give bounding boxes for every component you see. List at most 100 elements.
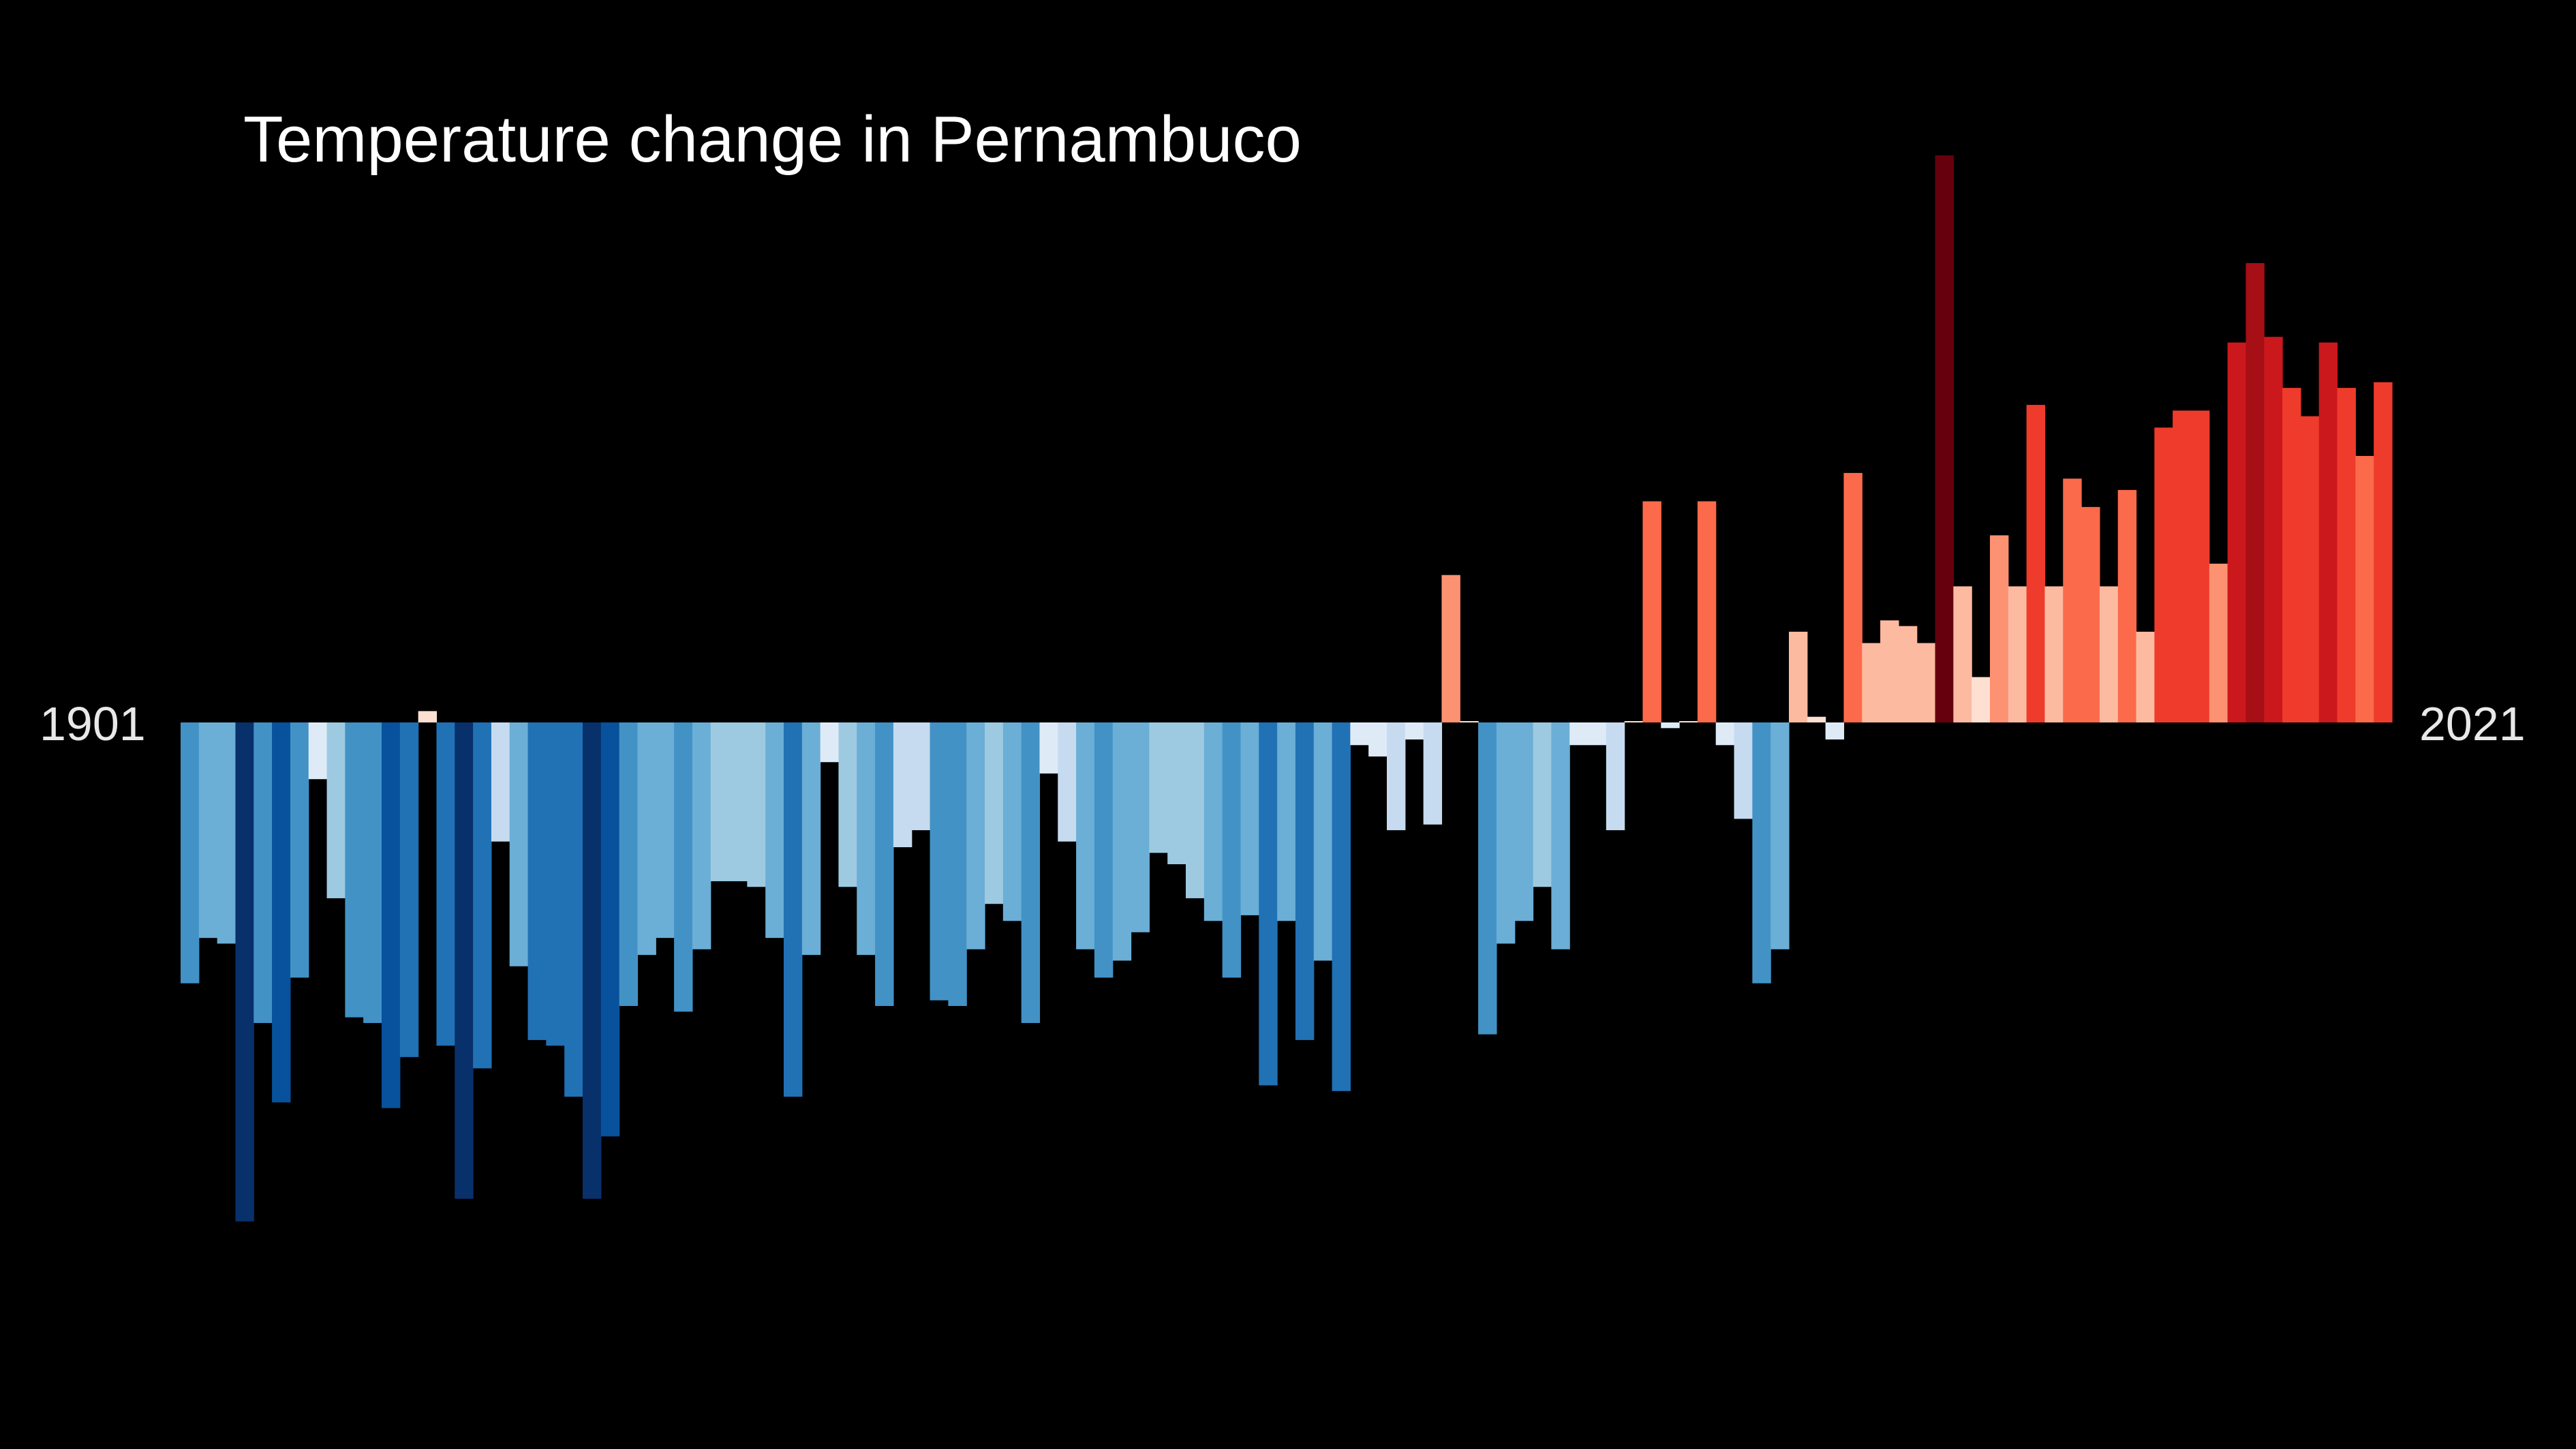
bar-1936 <box>820 722 840 763</box>
bar-2009 <box>2154 427 2173 722</box>
bar-1944 <box>966 722 985 949</box>
bar-1940 <box>893 722 913 848</box>
bar-1967 <box>1387 722 1406 831</box>
bar-2011 <box>2191 410 2210 722</box>
bar-2008 <box>2136 631 2155 722</box>
bar-1912 <box>382 722 401 1108</box>
bar-1911 <box>363 722 382 1023</box>
bar-1965 <box>1350 722 1369 746</box>
bar-1919 <box>509 722 529 966</box>
bar-1975 <box>1533 722 1552 887</box>
bar-1994 <box>1880 620 1899 722</box>
bar-1979 <box>1606 722 1625 831</box>
bar-2003 <box>2044 586 2064 722</box>
start-year-label: 1901 <box>40 697 146 750</box>
bar-1961 <box>1277 722 1296 921</box>
bar-1976 <box>1551 722 1570 949</box>
bar-1953 <box>1131 722 1150 932</box>
bar-1906 <box>272 722 291 1103</box>
bar-1969 <box>1423 722 1443 825</box>
bar-1987 <box>1752 722 1771 983</box>
bar-1998 <box>1953 586 1972 722</box>
bar-1991 <box>1825 722 1845 739</box>
bar-1945 <box>985 722 1004 904</box>
bar-2013 <box>2227 342 2247 722</box>
bar-1968 <box>1405 722 1424 739</box>
bar-1935 <box>801 722 821 956</box>
bar-1927 <box>656 722 675 939</box>
bar-1952 <box>1112 722 1132 961</box>
bar-1921 <box>546 722 565 1046</box>
bar-1910 <box>345 722 364 1018</box>
bar-1932 <box>747 722 766 887</box>
bar-1980 <box>1624 721 1644 722</box>
bar-1903 <box>217 722 236 944</box>
bar-1907 <box>290 722 309 978</box>
bar-1970 <box>1441 575 1460 722</box>
bar-2019 <box>2337 388 2356 722</box>
bar-1988 <box>1770 722 1790 949</box>
bar-1958 <box>1222 722 1242 978</box>
bar-1951 <box>1094 722 1114 978</box>
bar-1981 <box>1642 501 1661 722</box>
bar-1916 <box>455 722 474 1199</box>
bar-1909 <box>326 722 346 898</box>
bar-1992 <box>1843 472 1862 722</box>
bar-2004 <box>2063 478 2082 722</box>
bar-1985 <box>1715 722 1735 746</box>
bar-1959 <box>1240 722 1259 915</box>
bar-1947 <box>1021 722 1041 1023</box>
bar-1996 <box>1916 643 1936 722</box>
bar-1933 <box>765 722 784 939</box>
bar-1948 <box>1039 722 1058 774</box>
bar-1956 <box>1186 722 1205 898</box>
bar-1941 <box>911 722 931 831</box>
bar-1986 <box>1734 722 1753 819</box>
bar-1962 <box>1295 722 1315 1040</box>
bar-1930 <box>710 722 730 881</box>
bar-1917 <box>473 722 492 1069</box>
bar-1990 <box>1807 716 1826 722</box>
bar-1914 <box>418 711 438 722</box>
bar-1971 <box>1460 721 1479 722</box>
bar-1918 <box>491 722 510 842</box>
bar-1915 <box>436 722 455 1046</box>
bar-1983 <box>1679 721 1698 722</box>
bar-2015 <box>2264 337 2283 722</box>
bar-2018 <box>2318 342 2338 722</box>
bar-2020 <box>2355 455 2374 722</box>
bar-1902 <box>198 722 218 939</box>
bar-1955 <box>1167 722 1186 864</box>
bar-2006 <box>2099 586 2119 722</box>
bar-1949 <box>1058 722 1077 842</box>
bar-1963 <box>1313 722 1333 961</box>
bar-2005 <box>2081 506 2100 722</box>
bar-1982 <box>1661 722 1680 729</box>
bar-1908 <box>308 722 328 780</box>
bar-1974 <box>1514 722 1534 921</box>
bar-1995 <box>1898 626 1918 722</box>
bar-1901 <box>181 722 200 983</box>
bar-1938 <box>857 722 876 956</box>
bar-1966 <box>1368 722 1387 757</box>
bar-1934 <box>784 722 803 1097</box>
bar-1984 <box>1697 501 1717 722</box>
bar-1904 <box>235 722 254 1222</box>
bar-1923 <box>583 722 602 1199</box>
bar-2007 <box>2117 489 2137 722</box>
bar-2021 <box>2374 382 2393 722</box>
bar-1993 <box>1862 643 1881 722</box>
bar-1960 <box>1259 722 1278 1086</box>
bar-1954 <box>1149 722 1168 853</box>
bar-1924 <box>600 722 620 1137</box>
bar-1920 <box>527 722 547 1040</box>
bar-1922 <box>564 722 583 1097</box>
chart-title: Temperature change in Pernambuco <box>243 103 1302 176</box>
bar-1926 <box>637 722 656 956</box>
bar-2012 <box>2209 564 2228 722</box>
bar-2002 <box>2026 405 2046 722</box>
bar-1937 <box>838 722 857 887</box>
bar-1973 <box>1496 722 1516 944</box>
